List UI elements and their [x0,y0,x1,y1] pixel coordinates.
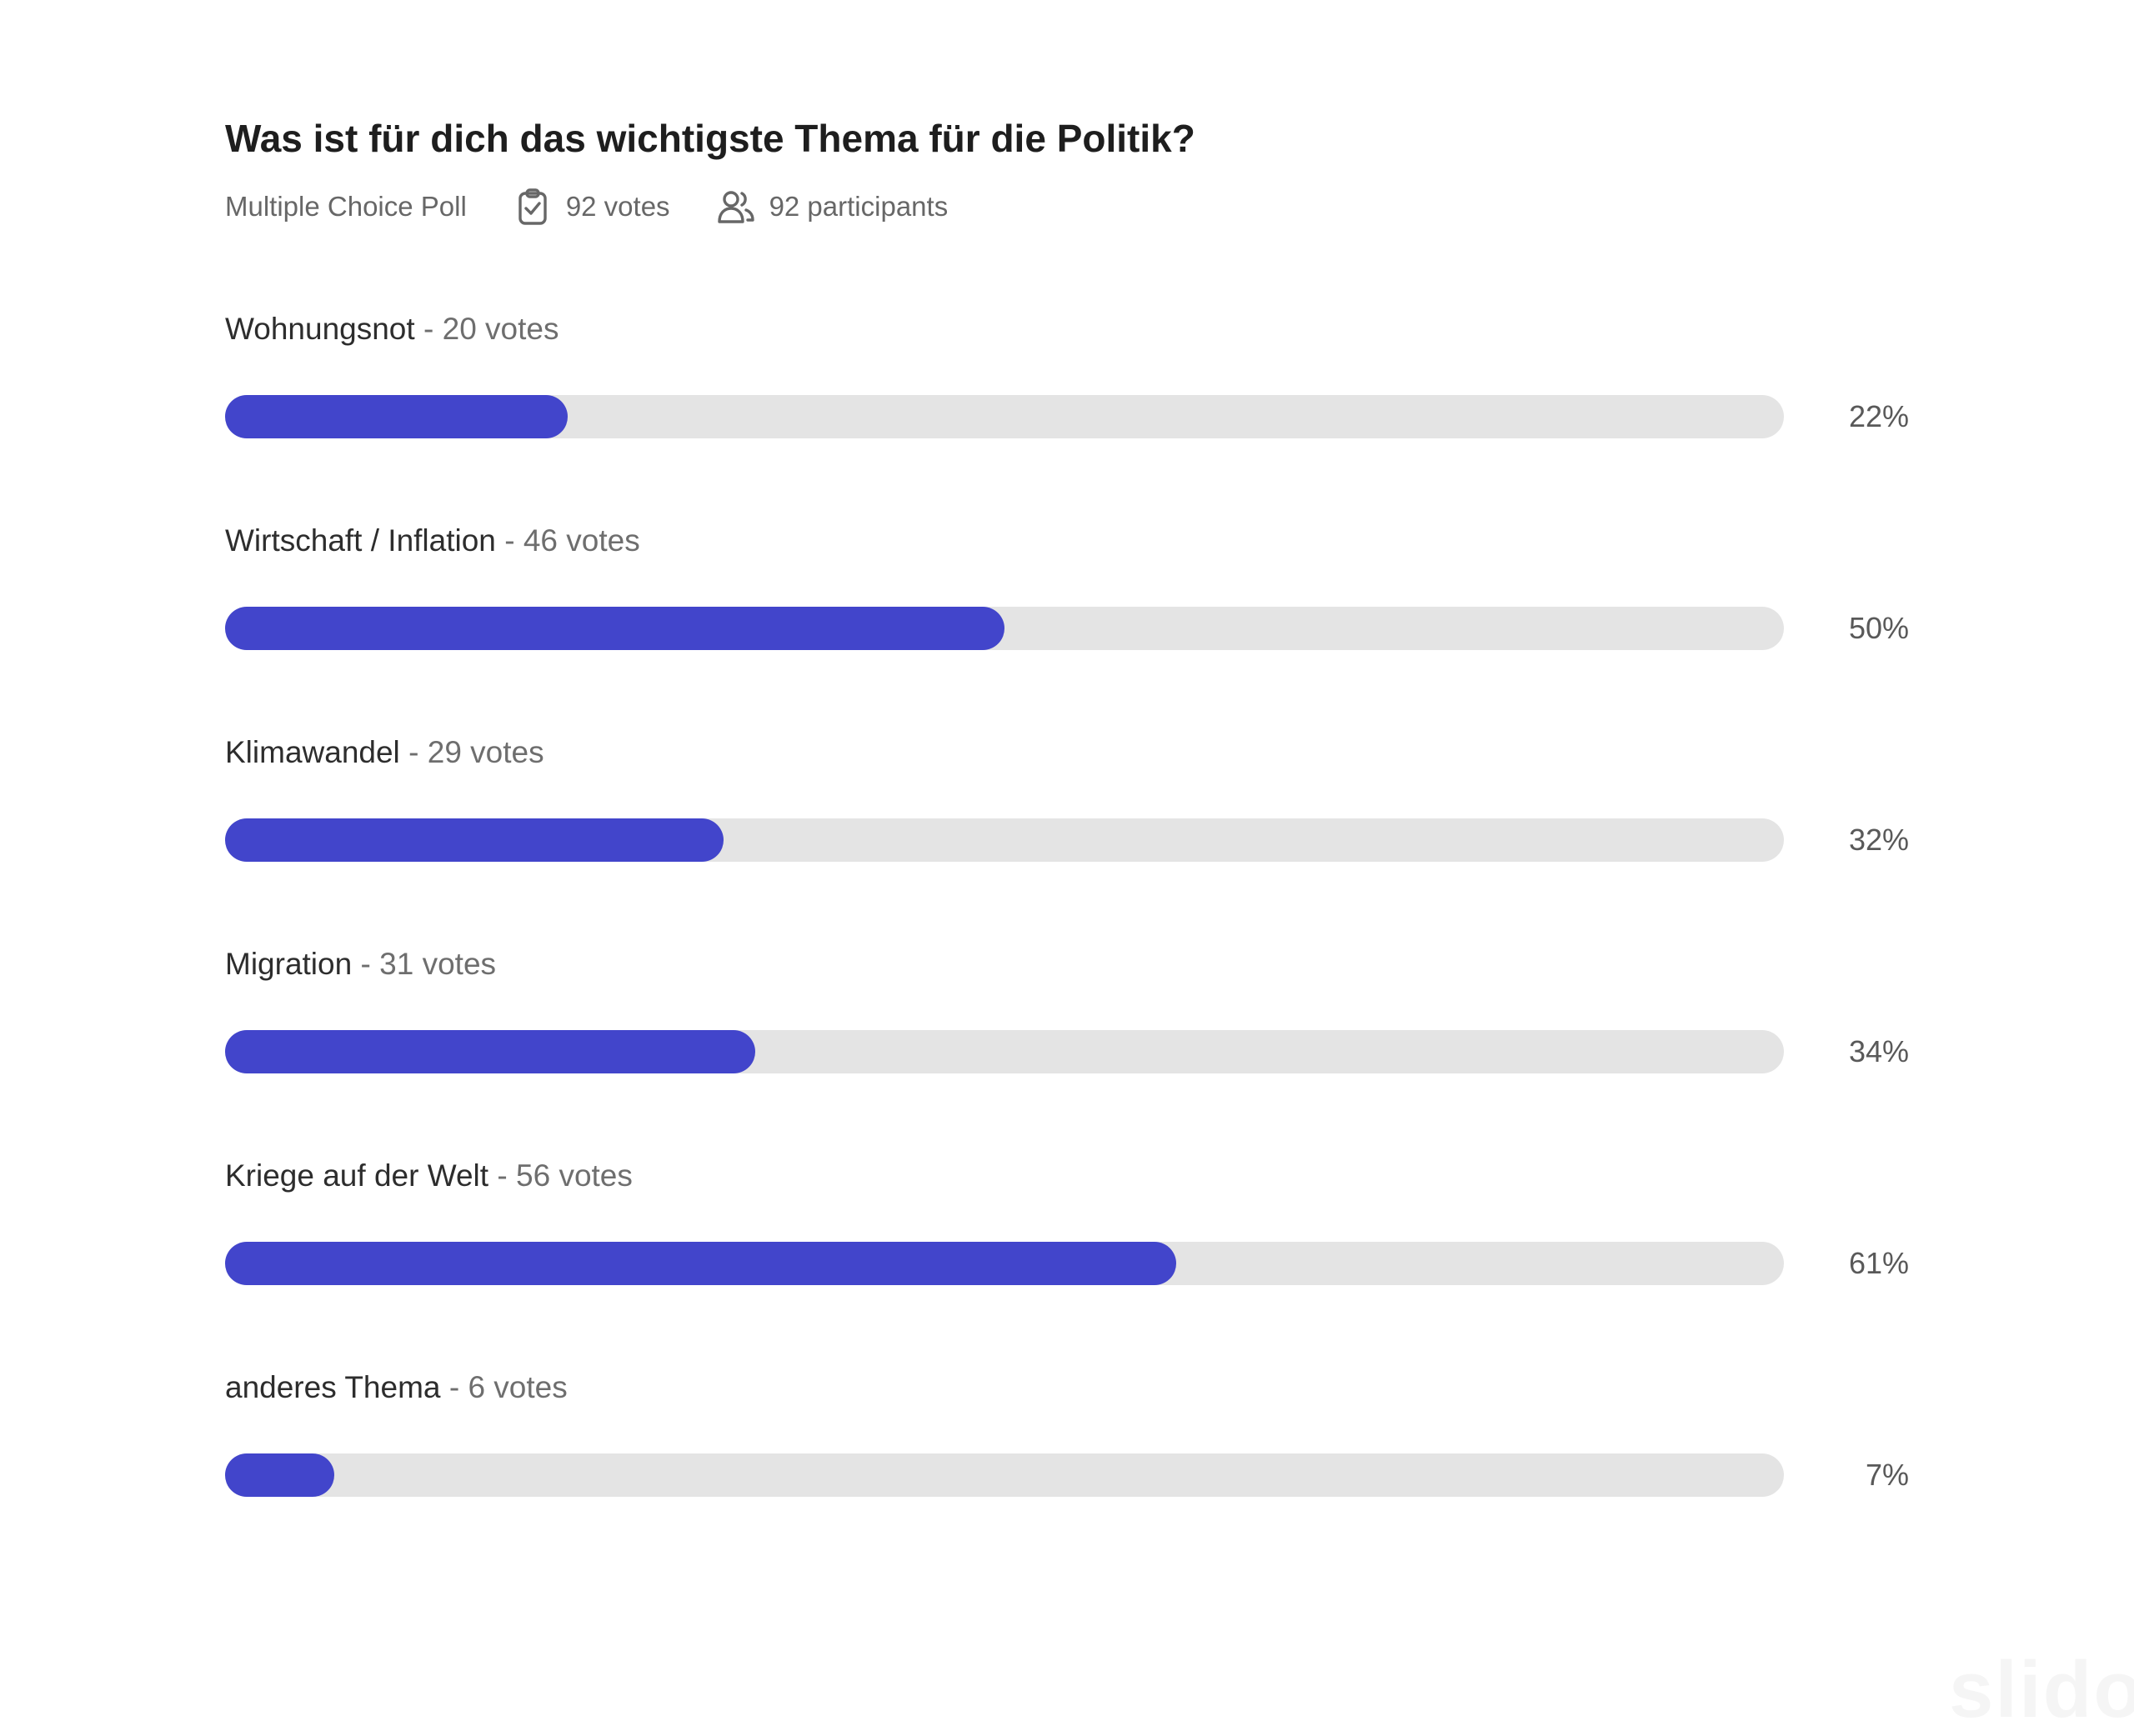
poll-option-row: anderes Thema - 6 votes 7% [225,1368,1909,1497]
option-name: anderes Thema [225,1370,441,1404]
poll-option-row: Klimawandel - 29 votes 32% [225,733,1909,862]
participants-count-label: 92 participants [769,191,949,222]
option-bar-row: 50% [225,607,1909,650]
poll-option-row: Wohnungsnot - 20 votes 22% [225,310,1909,438]
page-title: Was ist für dich das wichtigste Thema fü… [225,117,1195,160]
bar-track [225,1242,1784,1285]
poll-results-panel: Was ist für dich das wichtigste Thema fü… [225,117,1909,1497]
poll-option-row: Kriege auf der Welt - 56 votes 61% [225,1157,1909,1285]
option-votes: - 31 votes [360,947,497,981]
poll-option-row: Wirtschaft / Inflation - 46 votes 50% [225,522,1909,650]
option-bar-row: 32% [225,818,1909,862]
option-label: Wohnungsnot - 20 votes [225,310,1909,348]
bar-track [225,1030,1784,1073]
option-label: Klimawandel - 29 votes [225,733,1909,772]
poll-option-row: Migration - 31 votes 34% [225,945,1909,1073]
option-name: Klimawandel [225,735,400,769]
bar-track [225,607,1784,650]
option-votes: - 20 votes [423,312,559,346]
option-name: Migration [225,947,353,981]
bar-fill [225,1030,755,1073]
bar-fill [225,1242,1176,1285]
bar-fill [225,1453,334,1497]
option-votes: - 46 votes [504,523,640,558]
option-name: Wirtschaft / Inflation [225,523,496,558]
option-percent: 61% [1848,1246,1909,1280]
participants-count: 92 participants [716,187,949,227]
option-percent: 50% [1848,611,1909,645]
option-votes: - 6 votes [448,1370,568,1404]
votes-count: 92 votes [513,187,670,227]
bar-track [225,818,1784,862]
option-percent: 32% [1848,823,1909,857]
option-votes: - 56 votes [497,1158,633,1193]
bar-fill [225,607,1004,650]
option-bar-row: 22% [225,395,1909,438]
option-votes: - 29 votes [408,735,544,769]
option-bar-row: 34% [225,1030,1909,1073]
bar-fill [225,395,569,438]
poll-options-list: Wohnungsnot - 20 votes 22% Wirtschaft / I… [225,310,1909,1497]
bar-track [225,1453,1784,1497]
option-label: Kriege auf der Welt - 56 votes [225,1157,1909,1195]
poll-meta-row: Multiple Choice Poll 92 votes [225,187,1909,227]
option-bar-row: 61% [225,1242,1909,1285]
clipboard-check-icon [513,187,553,227]
bar-fill [225,818,724,862]
option-label: Wirtschaft / Inflation - 46 votes [225,522,1909,560]
option-label: anderes Thema - 6 votes [225,1368,1909,1407]
people-icon [716,187,756,227]
option-bar-row: 7% [225,1453,1909,1497]
poll-type-label: Multiple Choice Poll [225,191,467,222]
option-label: Migration - 31 votes [225,945,1909,983]
option-name: Kriege auf der Welt [225,1158,489,1193]
option-percent: 7% [1865,1458,1909,1492]
option-percent: 22% [1848,399,1909,433]
option-name: Wohnungsnot [225,312,415,346]
bar-track [225,395,1784,438]
poll-type: Multiple Choice Poll [225,189,467,224]
option-percent: 34% [1848,1034,1909,1068]
votes-count-label: 92 votes [565,191,670,222]
watermark-logo: slido [1948,1645,2134,1734]
